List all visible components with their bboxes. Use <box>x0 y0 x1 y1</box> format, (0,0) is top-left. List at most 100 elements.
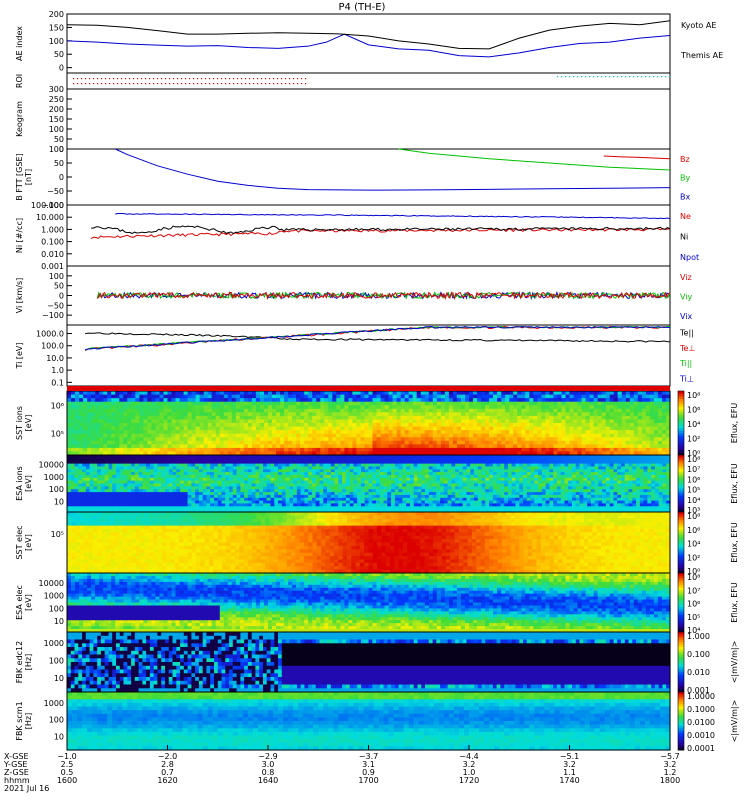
colorbar-tick-label: 10⁶ <box>687 600 700 609</box>
legend-bx: Bx <box>680 192 690 201</box>
sst_i-ylabel: [eV] <box>24 415 33 432</box>
fbk_b-spectrogram <box>67 692 671 751</box>
colorbar-tick-label: 0.010 <box>687 668 710 677</box>
colorbar-tick-label: 0.001 <box>687 686 710 695</box>
x-axis-row-label: X-GSE <box>4 752 29 761</box>
colorbar-tick-label: 10⁸ <box>687 512 700 521</box>
bfield-ylabel: [nT] <box>24 169 33 185</box>
sst_i-colorbar <box>677 390 685 456</box>
esa_e-ylabel: [eV] <box>24 594 33 611</box>
time-tick: 1740 <box>559 776 579 785</box>
y-tick-label: −50 <box>47 301 64 310</box>
colorbar-tick-label: 10⁶ <box>687 406 700 415</box>
legend-ti: Ti|| <box>679 359 692 368</box>
y-tick-label: 1.000 <box>41 225 64 234</box>
fbk_e-colorbar-label: <|mV/m|> <box>730 641 739 684</box>
sst_e-colorbar <box>677 511 685 574</box>
series-viz <box>96 291 671 301</box>
fbk_b-ylabel: FBK scm1 <box>15 701 24 740</box>
fbk_e-ylabel: [Hz] <box>24 654 33 670</box>
y-tick-label: 150 <box>49 23 64 32</box>
y-tick-label: 100 <box>49 272 64 281</box>
y-tick-label: 10.0 <box>46 354 64 363</box>
y-tick-label: 10 <box>54 732 64 741</box>
y-tick-label: 100 <box>49 604 64 613</box>
z-gse-tick: 1.1 <box>563 768 576 777</box>
y-tick-label: 0 <box>59 145 64 154</box>
z-gse-tick: 1.0 <box>463 768 476 777</box>
y-tick-label: 100 <box>49 125 64 134</box>
colorbar-tick-label: 10⁰ <box>687 449 700 458</box>
legend-by: By <box>680 174 690 183</box>
y-tick-label: 0.010 <box>41 250 64 259</box>
fbk_e-spectrogram <box>67 632 671 693</box>
y-tick-label: 300 <box>49 85 64 94</box>
series-ti-perp <box>84 325 671 351</box>
esa_e-spectrogram <box>67 573 671 633</box>
y-tick-label: 1000.0 <box>36 330 64 339</box>
colorbar-tick-label: 10⁸ <box>687 573 700 582</box>
fbk_b-ylabel: [Hz] <box>24 713 33 729</box>
sst_e-ylabel: SST elec <box>15 525 24 559</box>
y-tick-label: 1.0 <box>51 366 64 375</box>
x-axis-row-label: 2021 Jul 16 <box>4 784 49 793</box>
series-bz <box>603 155 671 160</box>
legend-themis-ae: Themis AE <box>680 51 723 60</box>
series-by <box>398 148 671 171</box>
y-gse-tick: 2.8 <box>161 760 174 769</box>
y-tick-label: 0 <box>59 64 64 73</box>
y-tick-label: 200 <box>49 10 64 19</box>
temperature-ylabel: Ti [eV] <box>15 342 24 369</box>
colorbar-tick-label: 0.100 <box>687 650 710 659</box>
time-tick: 1720 <box>459 776 479 785</box>
series-te-par <box>85 332 671 343</box>
legend-viy: Viy <box>680 292 693 301</box>
y-tick-label: 1000 <box>44 592 64 601</box>
x-axis-row-label: Y-GSE <box>3 760 27 769</box>
y-tick-label: 100.0 <box>41 342 64 351</box>
y-tick-label: 10⁶ <box>51 401 64 410</box>
colorbar-tick-label: 10³ <box>687 506 700 515</box>
keogram-frame <box>66 88 671 150</box>
x-gse-tick: −5.7 <box>660 752 679 761</box>
y-tick-label: 10.000 <box>36 213 64 222</box>
esa_e-colorbar-label: Eflux, EFU <box>730 582 739 623</box>
legend-viz: Viz <box>680 273 692 282</box>
legend-te: Te|| <box>679 329 694 338</box>
mode-bar <box>67 386 670 391</box>
colorbar-tick-label: 0.1000 <box>687 705 715 714</box>
sst_e-spectrogram <box>67 512 671 574</box>
fbk_b-colorbar-label: <|mV/m|> <box>730 700 739 743</box>
colorbar-tick-label: 10² <box>687 435 700 444</box>
y-tick-label: 100 <box>49 145 64 154</box>
density-ylabel: Ni [#/cc] <box>15 218 24 253</box>
y-gse-tick: 3.0 <box>262 760 275 769</box>
series-npot <box>115 213 671 220</box>
bfield-frame <box>66 148 671 206</box>
series-ne <box>90 227 671 240</box>
series-themis-ae <box>66 20 671 50</box>
y-tick-label: 50 <box>54 282 64 291</box>
y-tick-label: 10 <box>54 617 64 626</box>
x-gse-tick: −2.9 <box>258 752 277 761</box>
y-tick-label: 100 <box>49 657 64 666</box>
colorbar-tick-label: 0.0100 <box>687 718 715 727</box>
y-tick-label: 10 <box>54 497 64 506</box>
colorbar-tick-label: 10⁴ <box>687 496 700 505</box>
y-tick-label: 10 <box>54 674 64 683</box>
legend-te: Te⊥ <box>679 344 695 353</box>
time-tick: 1700 <box>358 776 378 785</box>
colorbar-tick-label: 10⁷ <box>687 465 700 474</box>
y-tick-label: 250 <box>49 95 64 104</box>
colorbar-tick-label: 10⁷ <box>687 586 700 595</box>
legend-ti: Ti⊥ <box>679 374 694 383</box>
roi-frame <box>66 72 671 90</box>
esa_e-ylabel: ESA elec <box>15 585 24 620</box>
colorbar-tick-label: 10⁸ <box>687 455 700 464</box>
ae-ylabel: AE index <box>15 26 24 61</box>
time-tick: 1640 <box>258 776 278 785</box>
colorbar-tick-label: 10⁶ <box>687 475 700 484</box>
y-gse-tick: 3.2 <box>664 760 677 769</box>
sst_i-ylabel: SST ions <box>15 406 24 440</box>
esa_i-spectrogram <box>67 455 671 513</box>
